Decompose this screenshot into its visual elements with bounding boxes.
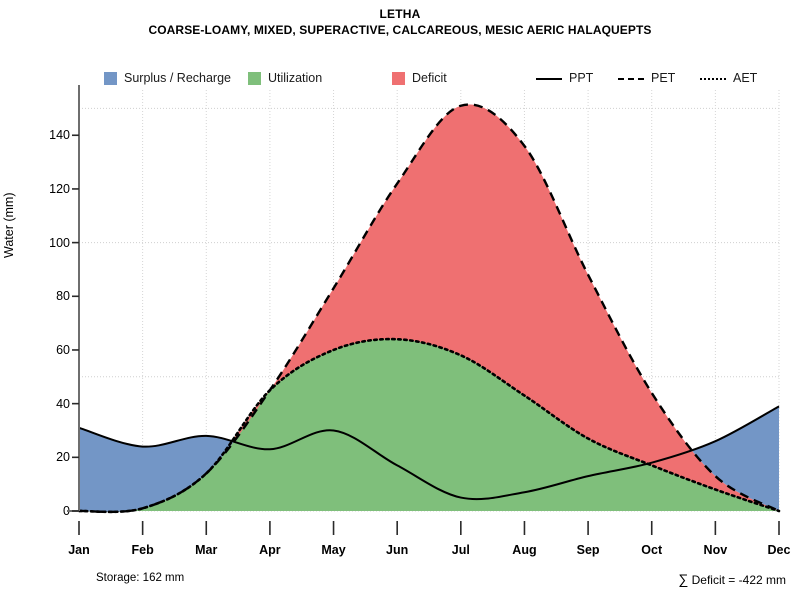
- legend-item-utilization: Utilization: [248, 68, 322, 88]
- utilization-fill-area: [79, 339, 779, 512]
- y-tick-label: 80: [56, 289, 70, 304]
- sigma-icon: ∑: [678, 571, 689, 587]
- legend-label-ppt: PPT: [569, 71, 594, 85]
- deficit-annotation: ∑ Deficit = -422 mm: [678, 571, 786, 587]
- legend-label-aet: AET: [733, 71, 758, 85]
- x-tick-label: Feb: [131, 543, 154, 557]
- x-tick-label: Mar: [195, 543, 218, 557]
- aet-line: [77, 337, 781, 514]
- dashed-line-icon: [618, 72, 644, 85]
- page-title: LETHA: [379, 7, 421, 21]
- dotted-line-icon: [700, 72, 726, 85]
- legend-item-surplus: Surplus / Recharge: [104, 68, 231, 88]
- y-tick-label: 140: [49, 128, 70, 143]
- x-tick-label: May: [321, 543, 346, 557]
- surplus-fill-area: [79, 427, 233, 512]
- y-tick-label: 0: [63, 504, 70, 518]
- y-tick-label: 100: [49, 235, 70, 250]
- x-tick-label: Nov: [703, 543, 728, 557]
- legend-label-utilization: Utilization: [268, 71, 323, 85]
- x-tick-label: Jul: [451, 543, 470, 557]
- legend-item-ppt: PPT: [536, 68, 593, 88]
- y-tick-label: 20: [56, 450, 70, 465]
- utilization-color-swatch: [248, 71, 261, 85]
- legend-item-pet: PET: [618, 68, 675, 88]
- legend-label-surplus: Surplus / Recharge: [124, 71, 232, 85]
- x-tick-label: Jan: [68, 543, 90, 557]
- x-tick-label: Oct: [641, 543, 663, 557]
- surplus-fill-area: [692, 406, 779, 511]
- y-axis-tick-labels: 0 20 40 60 80 100 120 140: [20, 0, 70, 600]
- legend-label-deficit: Deficit: [412, 71, 447, 85]
- legend-item-deficit: Deficit: [392, 68, 447, 88]
- x-tick-label: Aug: [512, 543, 537, 557]
- chart-subtitle: COARSE-LOAMY, MIXED, SUPERACTIVE, CALCAR…: [148, 23, 652, 37]
- storage-annotation: Storage: 162 mm: [96, 572, 185, 584]
- ppt-line: [78, 405, 780, 501]
- y-tick-label: 60: [56, 342, 70, 357]
- legend-label-pet: PET: [651, 71, 676, 85]
- deficit-color-swatch: [392, 71, 405, 85]
- surplus-color-swatch: [104, 71, 117, 85]
- y-tick-label: 120: [49, 181, 70, 196]
- x-tick-label: Jun: [386, 543, 409, 557]
- x-tick-label: Apr: [259, 543, 281, 557]
- x-tick-label: Dec: [767, 543, 791, 557]
- deficit-annotation-text: Deficit = -422 mm: [688, 573, 786, 587]
- legend-item-aet: AET: [700, 68, 757, 88]
- chart-legend: Surplus / Recharge Utilization Deficit P…: [0, 68, 800, 88]
- y-tick-label: 40: [56, 396, 70, 411]
- chart-title-block: LETHA COARSE-LOAMY, MIXED, SUPERACTIVE, …: [0, 6, 800, 38]
- solid-line-icon: [536, 72, 562, 85]
- x-tick-label: Sep: [576, 543, 600, 557]
